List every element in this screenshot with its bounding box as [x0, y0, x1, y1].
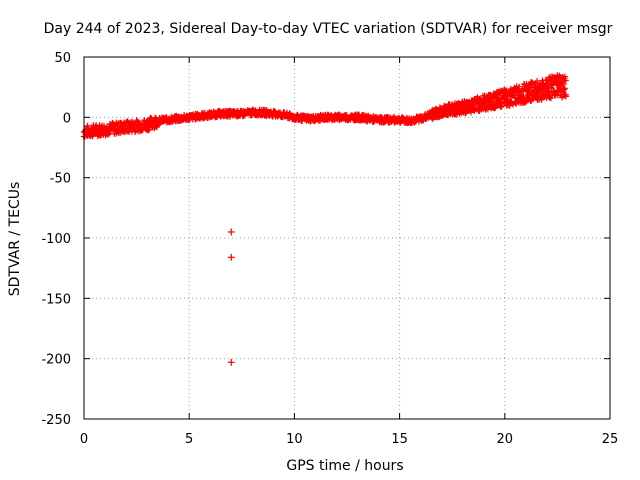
- data-point: [516, 83, 523, 90]
- data-point: [560, 81, 567, 88]
- data-point: [562, 91, 569, 98]
- x-tick-label: 20: [497, 432, 514, 447]
- y-tick-label: 0: [63, 111, 71, 126]
- data-point: [561, 73, 568, 80]
- x-axis-label: GPS time / hours: [286, 458, 403, 474]
- data-points: [80, 72, 569, 366]
- y-tick-label: -100: [41, 232, 71, 247]
- data-point: [562, 77, 569, 84]
- x-tick-label: 10: [286, 432, 303, 447]
- chart-title: Day 244 of 2023, Sidereal Day-to-day VTE…: [44, 21, 613, 37]
- y-tick-label: -50: [50, 172, 71, 187]
- data-point: [146, 126, 153, 133]
- data-point: [488, 97, 495, 104]
- data-point: [547, 95, 554, 102]
- axis-ticks: 0 5 10 15 20 25 -250 -200 -150 -100 -50 0 50: [41, 51, 618, 447]
- data-point: [561, 85, 568, 92]
- data-point: [554, 81, 561, 88]
- data-point: [497, 103, 504, 110]
- data-point: [227, 358, 235, 366]
- data-point: [227, 253, 235, 261]
- x-tick-label: 5: [185, 432, 193, 447]
- x-tick-label: 15: [391, 432, 408, 447]
- data-point: [84, 122, 91, 129]
- data-point: [153, 123, 160, 130]
- y-axis-label: SDTVAR / TECUs: [7, 182, 23, 297]
- data-point: [227, 228, 235, 236]
- y-tick-label: 50: [54, 51, 71, 66]
- y-tick-label: -200: [41, 353, 71, 368]
- x-tick-label: 0: [80, 432, 88, 447]
- y-tick-label: -150: [41, 292, 71, 307]
- data-point: [561, 86, 568, 93]
- data-point: [133, 117, 140, 124]
- x-tick-label: 25: [602, 432, 619, 447]
- y-tick-label: -250: [41, 413, 71, 428]
